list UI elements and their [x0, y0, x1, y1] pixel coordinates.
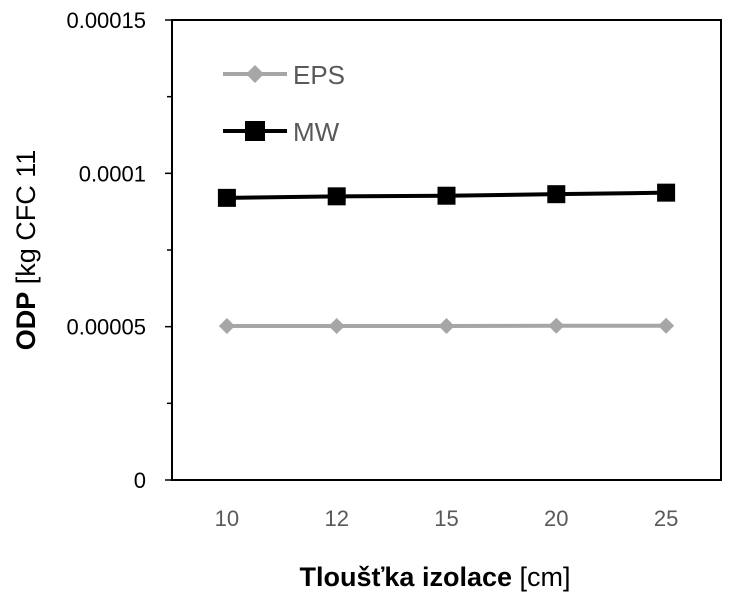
legend-entry-eps: EPS [223, 60, 345, 90]
data-point-diamond [658, 317, 675, 334]
y-axis-title-unit: [kg CFC 11 [11, 150, 41, 292]
data-point-diamond [548, 317, 565, 334]
series-eps [218, 317, 675, 335]
x-tick-labels: 10 12 15 20 25 [215, 506, 679, 531]
x-axis-title-unit: [cm] [512, 562, 571, 592]
y-tick-label: 0 [134, 468, 146, 493]
data-point-square [657, 183, 676, 202]
x-axis-title-main: Tloušťka izolace [299, 562, 512, 592]
x-tick-label: 25 [654, 506, 678, 531]
x-axis-title: Tloušťka izolace [cm] [299, 562, 570, 592]
legend: EPS MW [223, 60, 345, 147]
y-tick-label: 0.00015 [66, 8, 146, 33]
data-point-square [217, 188, 236, 207]
legend-label: MW [293, 117, 340, 147]
plot-area-border [171, 19, 722, 481]
axes [165, 19, 722, 481]
y-axis-title: ODP [kg CFC 11 [11, 150, 41, 351]
x-tick-label: 15 [434, 506, 458, 531]
x-tick-label: 20 [544, 506, 568, 531]
legend-entry-mw: MW [223, 117, 340, 147]
data-point-square [245, 121, 265, 141]
y-axis-title-main: ODP [11, 292, 41, 351]
data-point-square [437, 186, 456, 205]
y-tick-label: 0.0001 [79, 161, 146, 186]
x-tick-label: 12 [324, 506, 348, 531]
data-point-diamond [438, 318, 455, 335]
data-point-diamond [218, 318, 235, 335]
series-mw [217, 183, 676, 207]
data-point-diamond [246, 65, 264, 83]
data-point-square [547, 185, 566, 204]
legend-label: EPS [293, 60, 345, 90]
data-point-diamond [328, 318, 345, 335]
y-tick-labels: 0 0.00005 0.0001 0.00015 [66, 8, 146, 493]
y-tick-label: 0.00005 [66, 315, 146, 340]
x-tick-label: 10 [215, 506, 239, 531]
series [217, 183, 676, 335]
data-point-square [327, 187, 346, 206]
